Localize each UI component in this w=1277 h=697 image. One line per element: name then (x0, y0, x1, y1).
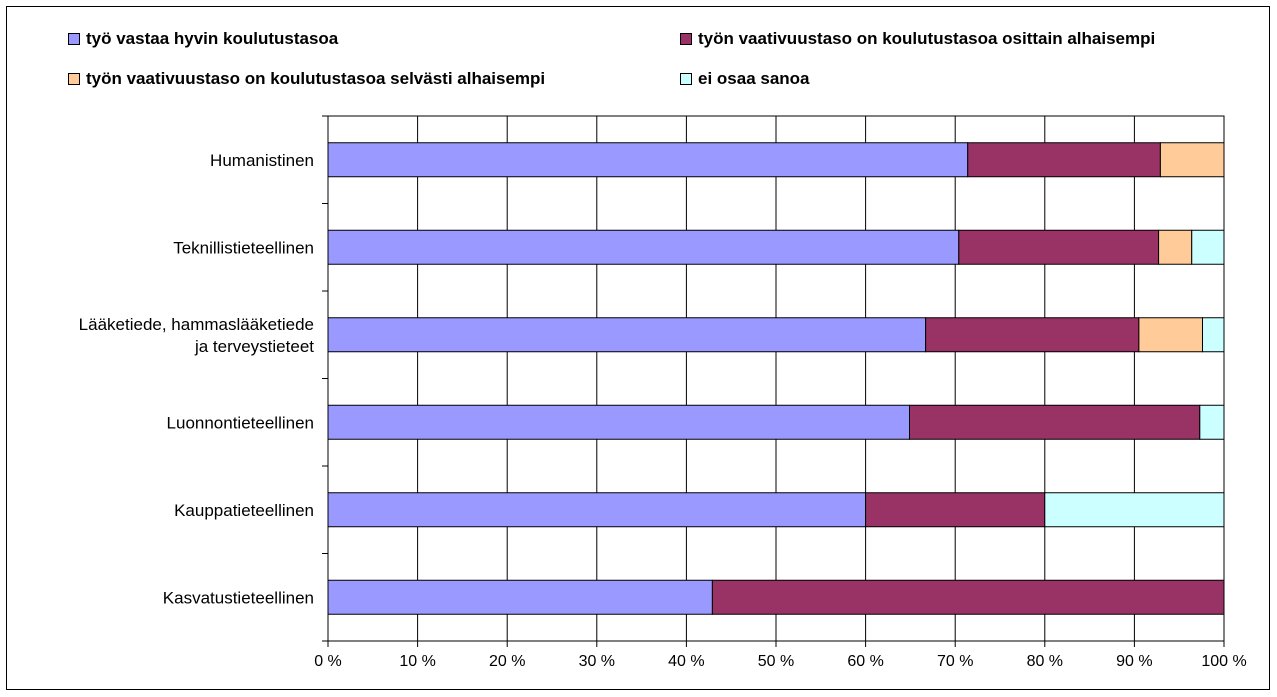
bar-3-0 (327, 404, 911, 440)
legend-label-2: työn vaativuustaso on koulutustasoa selv… (86, 69, 546, 88)
bar-2-0 (327, 317, 927, 353)
bar-5-0 (327, 579, 713, 615)
bar-2-2 (1138, 317, 1203, 353)
legend-item-2: työn vaativuustaso on koulutustasoa selv… (68, 69, 545, 89)
x-tick-label-4: 40 % (668, 653, 704, 670)
bar-5-1 (711, 579, 1225, 615)
bar-4-1 (865, 492, 1046, 528)
category-label-0: Humanistinen (210, 151, 314, 170)
bar-0-0 (327, 142, 969, 178)
bar-0-2 (1159, 142, 1225, 178)
legend-label-1: työn vaativuustaso on koulutustasoa osit… (698, 29, 1156, 48)
legend-label-0: työ vastaa hyvin koulutustasoa (86, 29, 339, 48)
legend-swatch-2 (68, 73, 80, 85)
legend-item-1: työn vaativuustaso on koulutustasoa osit… (680, 29, 1155, 49)
x-tick-label-2: 20 % (489, 653, 525, 670)
legend-swatch-1 (680, 33, 692, 45)
legend-label-3: ei osaa sanoa (698, 69, 810, 88)
category-label-5: Kasvatustieteellinen (163, 588, 314, 607)
x-tick-label-8: 80 % (1027, 653, 1063, 670)
x-tick-label-6: 60 % (847, 653, 883, 670)
bar-3-3 (1199, 404, 1225, 440)
bar-1-0 (327, 229, 960, 265)
legend-swatch-3 (680, 73, 692, 85)
legend-item-3: ei osaa sanoa (680, 69, 810, 89)
bar-0-1 (967, 142, 1161, 178)
bar-1-1 (958, 229, 1160, 265)
bar-4-3 (1044, 492, 1225, 528)
x-tick-label-3: 30 % (579, 653, 615, 670)
x-tick-label-9: 90 % (1116, 653, 1152, 670)
legend-swatch-0 (68, 33, 80, 45)
x-tick-label-0: 0 % (314, 653, 342, 670)
x-tick-label-5: 50 % (758, 653, 794, 670)
x-tick-label-10: 100 % (1201, 653, 1246, 670)
bar-1-3 (1191, 229, 1225, 265)
category-label-3: Luonnontieteellinen (167, 413, 314, 432)
bar-3-1 (909, 404, 1201, 440)
category-label-4: Kauppatieteellinen (174, 501, 314, 520)
bar-4-0 (327, 492, 867, 528)
category-label-2: Lääketiede, hammaslääketiede ja terveysti… (79, 315, 315, 356)
x-tick-label-7: 70 % (937, 653, 973, 670)
x-tick-label-1: 10 % (399, 653, 435, 670)
legend-item-0: työ vastaa hyvin koulutustasoa (68, 29, 338, 49)
category-label-1: Teknillistieteellinen (173, 238, 314, 257)
bar-2-3 (1201, 317, 1225, 353)
bar-1-2 (1158, 229, 1193, 265)
bar-2-1 (925, 317, 1140, 353)
